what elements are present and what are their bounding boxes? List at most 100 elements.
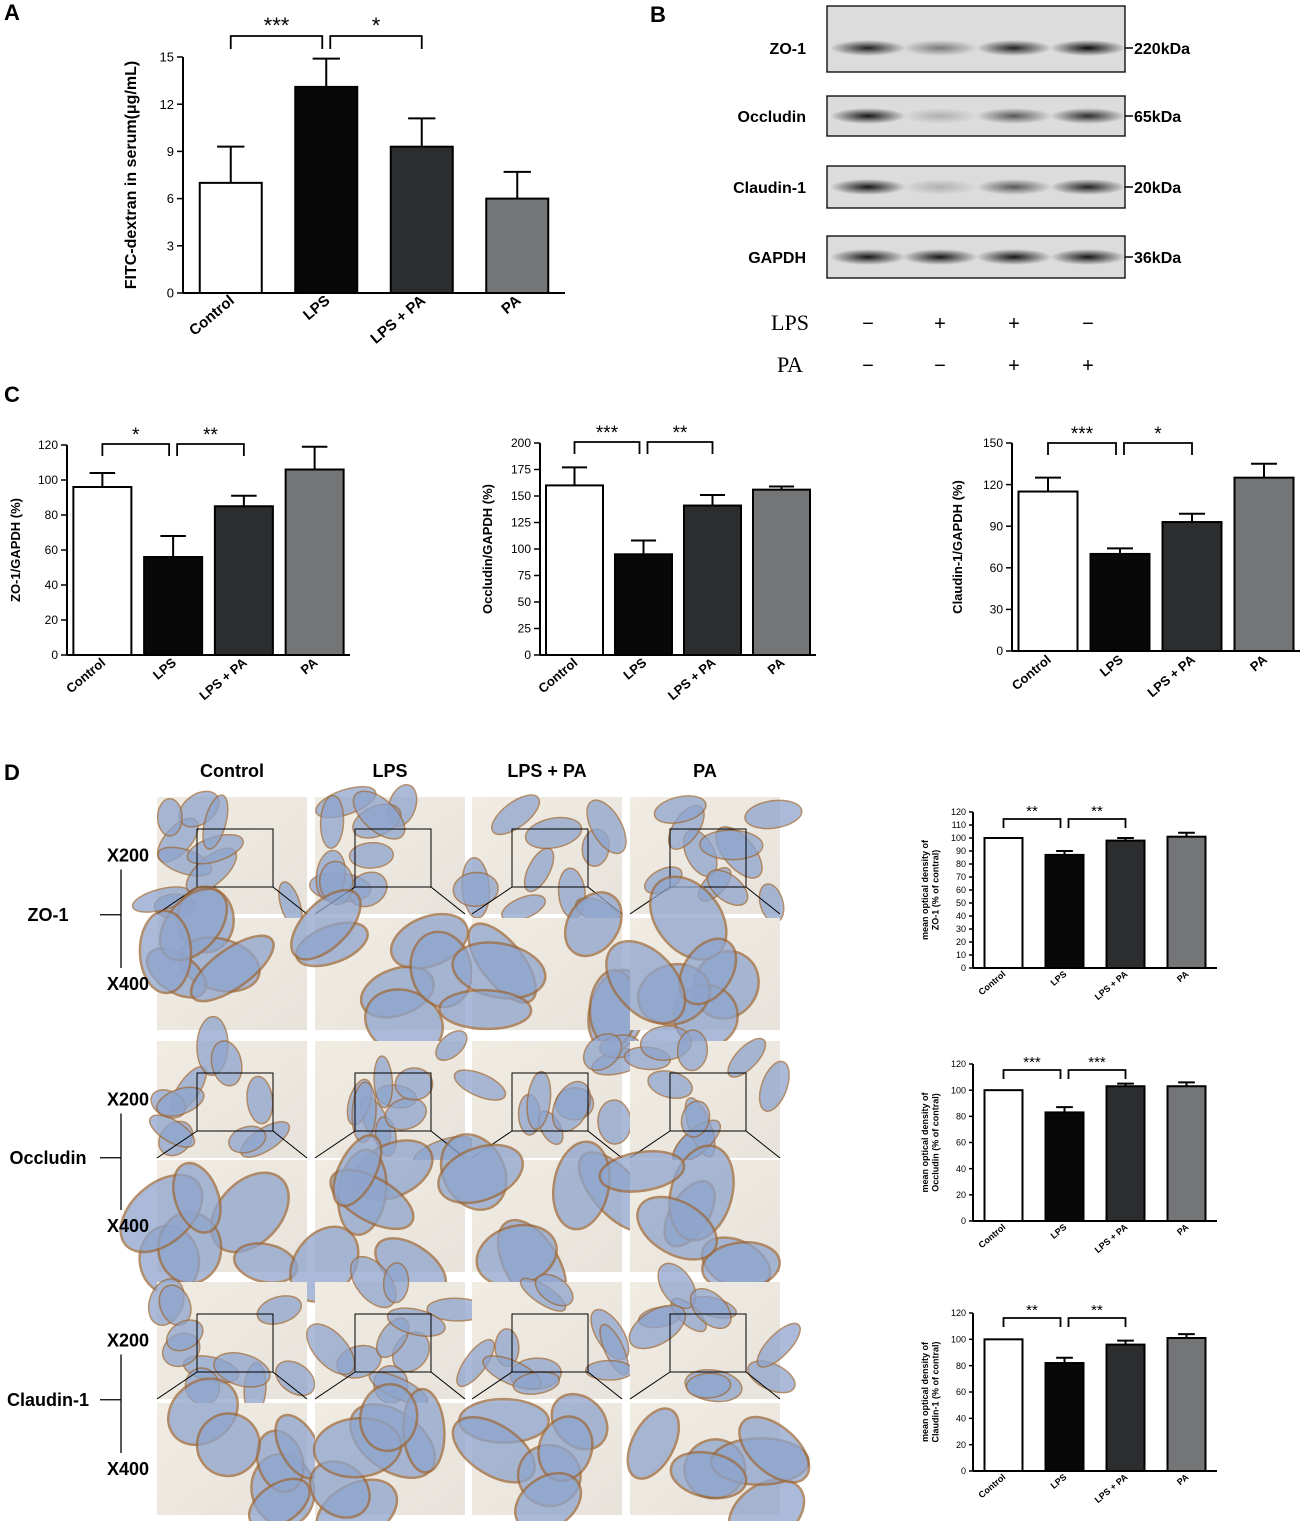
chart-claudin1-density: 0 20 40 60 80 100 120 mean optical density ofCl… xyxy=(920,1302,1217,1505)
blot-kda-label: 220kDa xyxy=(1134,41,1190,58)
tissue-villus xyxy=(319,794,345,849)
category-label: Control xyxy=(977,1472,1008,1500)
category-label: Control xyxy=(186,292,238,339)
blot-band xyxy=(1050,249,1126,265)
y-tick-label: 100 xyxy=(951,1085,966,1095)
blot-band xyxy=(902,108,978,124)
bar xyxy=(213,505,274,656)
bar xyxy=(72,486,133,656)
tissue-villus xyxy=(384,1097,427,1131)
bar xyxy=(1233,476,1295,652)
zoom-box xyxy=(354,828,432,888)
y-axis-label: Claudin-1/GAPDH (%) xyxy=(950,480,965,614)
y-tick-label: 175 xyxy=(511,463,531,477)
y-tick-label: 60 xyxy=(45,543,59,557)
tissue-villus xyxy=(584,1359,634,1381)
tissue-villus xyxy=(534,1273,574,1307)
chart-claudin1-gapdh: 0 30 60 90 120 150 Claudin-1/GAPDH (%) Control L… xyxy=(950,424,1300,700)
category-label: LPS + PA xyxy=(665,654,719,703)
magnification-label: X400 xyxy=(107,1459,149,1479)
bar xyxy=(1166,1085,1207,1223)
y-tick-label: 120 xyxy=(38,438,58,452)
bar xyxy=(752,488,811,657)
y-tick-label: 100 xyxy=(511,542,531,556)
tissue-villus xyxy=(382,1262,410,1304)
tissue-villus xyxy=(435,1030,468,1061)
y-tick-label: 80 xyxy=(956,1111,966,1121)
blot-band xyxy=(902,249,978,265)
blot-band xyxy=(1050,40,1126,56)
bar xyxy=(1044,1362,1085,1472)
category-label: LPS + PA xyxy=(1093,1222,1130,1255)
significance-bracket xyxy=(1002,818,1062,828)
bar xyxy=(294,85,359,295)
tissue-villus xyxy=(699,829,764,861)
category-label: Control xyxy=(1009,652,1054,693)
significance-label: *** xyxy=(264,13,290,38)
tissue-villus xyxy=(202,794,229,850)
significance-label: * xyxy=(372,13,381,38)
significance-bracket xyxy=(1067,1069,1127,1079)
tissue-villus xyxy=(586,799,627,855)
bar xyxy=(1105,839,1146,969)
y-axis-label-line2: Occludin (% of contral) xyxy=(931,1093,941,1192)
zoom-box xyxy=(196,828,274,888)
category-label: LPS + PA xyxy=(1144,651,1198,700)
significance-bracket xyxy=(1067,1317,1127,1327)
tissue-villus xyxy=(756,1322,801,1368)
treatment-mark: − xyxy=(934,355,946,377)
tissue-villus xyxy=(156,798,183,837)
tissue-villus xyxy=(551,1080,592,1133)
blot-kda-label: 36kDa xyxy=(1134,250,1181,267)
y-tick-label: 15 xyxy=(160,50,174,65)
bar xyxy=(1166,1337,1207,1473)
treatment-mark: − xyxy=(862,355,874,377)
category-label: Control xyxy=(63,655,108,696)
significance-label: * xyxy=(1154,424,1162,445)
category-label: PA xyxy=(1175,969,1191,985)
y-tick-label: 90 xyxy=(990,519,1004,533)
tissue-villus xyxy=(526,1070,552,1131)
y-tick-label: 20 xyxy=(956,1190,966,1200)
zoom-line xyxy=(430,1371,466,1400)
bar xyxy=(1105,1343,1146,1472)
zoom-line xyxy=(471,886,513,915)
bar xyxy=(983,837,1024,969)
y-tick-label: 70 xyxy=(956,872,966,882)
tissue-villus xyxy=(563,891,623,958)
zoom-line xyxy=(314,1130,356,1159)
y-tick-label: 110 xyxy=(952,820,966,830)
tissue-villus xyxy=(744,799,803,830)
y-tick-label: 80 xyxy=(956,1361,966,1371)
tissue-villus xyxy=(605,940,687,1025)
bar xyxy=(1105,1085,1146,1223)
zoom-line xyxy=(272,1371,308,1400)
significance-label: ** xyxy=(1026,1302,1038,1319)
y-tick-label: 60 xyxy=(956,885,966,895)
y-tick-label: 40 xyxy=(956,1413,966,1423)
y-tick-label: 80 xyxy=(956,859,966,869)
tissue-villus xyxy=(598,1150,686,1193)
zoom-box xyxy=(511,1313,589,1373)
zoom-line xyxy=(314,1371,356,1400)
zoom-box xyxy=(196,1072,274,1132)
panel-label-b: B xyxy=(650,2,666,27)
category-label: PA xyxy=(1175,1472,1191,1488)
y-tick-label: 150 xyxy=(983,436,1003,450)
tissue-villus xyxy=(195,1412,261,1478)
category-label: LPS xyxy=(1049,1472,1069,1491)
tissue-villus xyxy=(657,1262,697,1310)
tissue-villus xyxy=(228,1125,267,1154)
zoom-line xyxy=(156,1130,198,1159)
significance-label: ** xyxy=(1091,803,1103,820)
y-tick-label: 40 xyxy=(956,911,966,921)
zoom-box xyxy=(354,1072,432,1132)
treatment-mark: + xyxy=(1008,355,1020,377)
significance-label: *** xyxy=(596,423,619,444)
histology-column-label: PA xyxy=(693,761,717,781)
y-tick-label: 50 xyxy=(518,595,532,609)
histology-column-label: LPS xyxy=(372,761,407,781)
y-tick-label: 20 xyxy=(45,613,59,627)
tissue-villus xyxy=(456,1338,495,1388)
y-axis-label: mean optical density ofClaudin-1 (% of c… xyxy=(920,1341,940,1443)
